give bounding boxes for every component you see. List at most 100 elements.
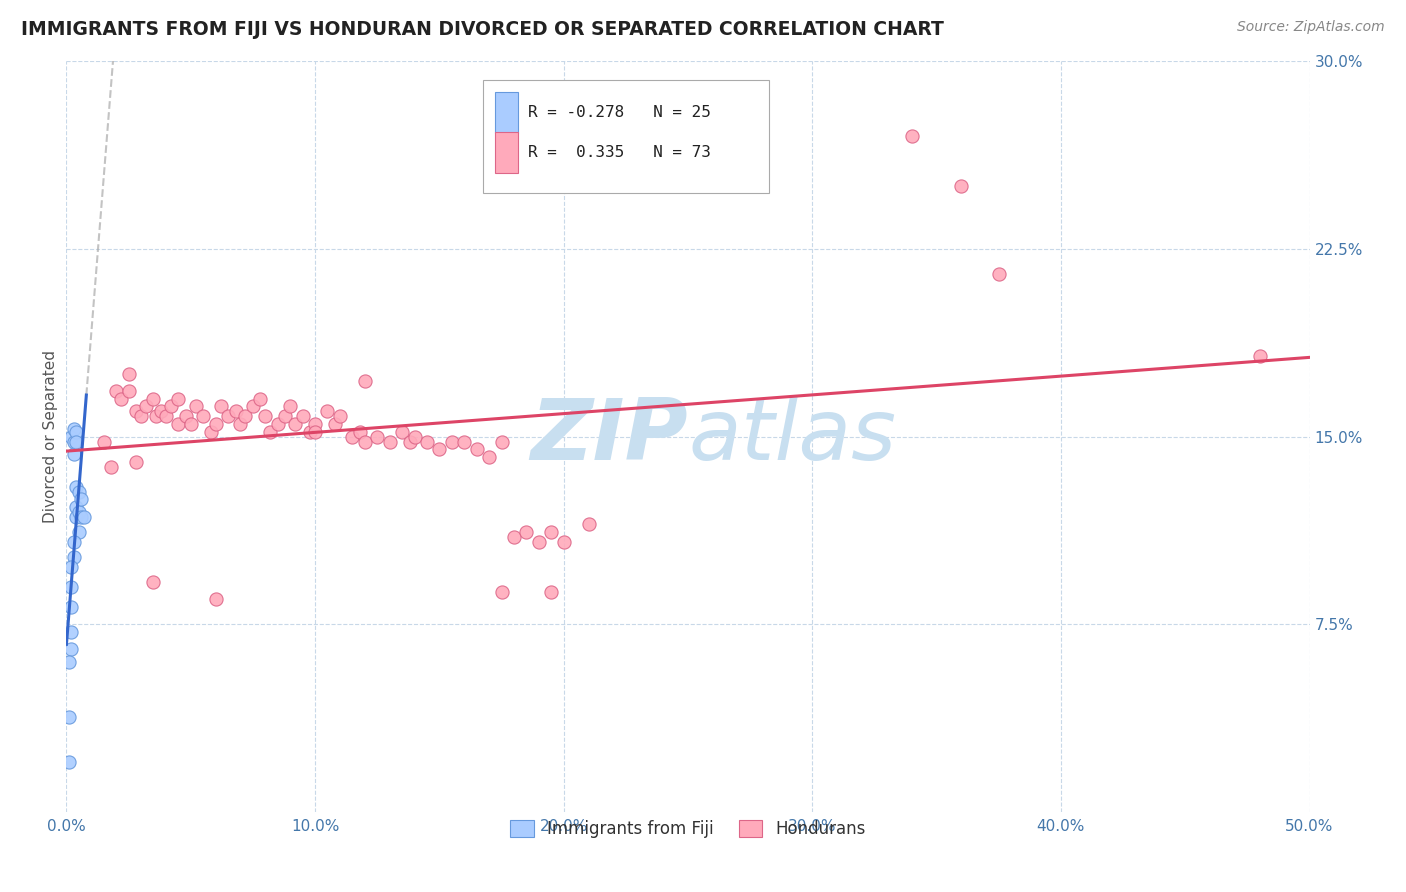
Point bbox=[73, 509, 96, 524]
Point bbox=[299, 425, 322, 439]
Point bbox=[453, 434, 475, 449]
Point bbox=[65, 479, 87, 493]
Point bbox=[900, 129, 922, 144]
Point bbox=[117, 367, 139, 381]
Point bbox=[105, 384, 128, 399]
Point bbox=[553, 534, 575, 549]
Point bbox=[60, 642, 83, 657]
Point bbox=[366, 429, 388, 443]
Point bbox=[540, 524, 562, 539]
Point bbox=[60, 429, 83, 443]
Legend: Immigrants from Fiji, Hondurans: Immigrants from Fiji, Hondurans bbox=[503, 814, 872, 845]
Point bbox=[304, 417, 326, 431]
FancyBboxPatch shape bbox=[482, 80, 769, 193]
Text: R =  0.335   N = 73: R = 0.335 N = 73 bbox=[527, 145, 710, 161]
Point bbox=[491, 434, 513, 449]
Point bbox=[155, 409, 177, 424]
Point bbox=[184, 400, 207, 414]
Point bbox=[160, 400, 183, 414]
Point bbox=[404, 429, 426, 443]
Point bbox=[125, 404, 148, 418]
Point bbox=[204, 417, 226, 431]
Point bbox=[229, 417, 252, 431]
Point bbox=[65, 434, 87, 449]
Text: R = -0.278   N = 25: R = -0.278 N = 25 bbox=[527, 104, 710, 120]
Point bbox=[117, 384, 139, 399]
Point bbox=[70, 509, 93, 524]
Point bbox=[110, 392, 132, 406]
Point bbox=[65, 425, 87, 439]
Point bbox=[63, 549, 86, 564]
Point bbox=[378, 434, 401, 449]
Point bbox=[416, 434, 439, 449]
Point bbox=[174, 409, 197, 424]
Point bbox=[323, 417, 346, 431]
Point bbox=[65, 500, 87, 514]
Point bbox=[284, 417, 307, 431]
Point bbox=[427, 442, 450, 456]
Point bbox=[217, 409, 239, 424]
Point bbox=[503, 530, 526, 544]
Point bbox=[353, 434, 375, 449]
Point bbox=[329, 409, 352, 424]
Point bbox=[58, 755, 80, 769]
Point bbox=[249, 392, 271, 406]
Point bbox=[58, 710, 80, 724]
Text: ZIP: ZIP bbox=[530, 395, 688, 478]
Point bbox=[63, 447, 86, 461]
Point bbox=[291, 409, 314, 424]
Point bbox=[180, 417, 202, 431]
Point bbox=[278, 400, 301, 414]
Point bbox=[267, 417, 290, 431]
Point bbox=[491, 584, 513, 599]
Text: IMMIGRANTS FROM FIJI VS HONDURAN DIVORCED OR SEPARATED CORRELATION CHART: IMMIGRANTS FROM FIJI VS HONDURAN DIVORCE… bbox=[21, 20, 943, 38]
Point bbox=[242, 400, 264, 414]
Point bbox=[145, 409, 167, 424]
Point bbox=[67, 524, 90, 539]
Point bbox=[274, 409, 297, 424]
Point bbox=[540, 584, 562, 599]
Point bbox=[100, 459, 122, 474]
Point bbox=[93, 434, 115, 449]
Point bbox=[193, 409, 215, 424]
Point bbox=[578, 517, 600, 532]
Point bbox=[60, 559, 83, 574]
Point bbox=[125, 454, 148, 468]
Point bbox=[167, 392, 190, 406]
Point bbox=[60, 580, 83, 594]
Text: Source: ZipAtlas.com: Source: ZipAtlas.com bbox=[1237, 20, 1385, 34]
Point bbox=[142, 574, 165, 589]
Point bbox=[67, 505, 90, 519]
Point bbox=[67, 484, 90, 499]
Point bbox=[304, 425, 326, 439]
Point bbox=[63, 422, 86, 436]
Point bbox=[1249, 350, 1271, 364]
Point bbox=[254, 409, 277, 424]
Point bbox=[167, 417, 190, 431]
Point bbox=[259, 425, 281, 439]
Point bbox=[58, 655, 80, 669]
Point bbox=[70, 491, 93, 506]
Point bbox=[142, 392, 165, 406]
Point bbox=[342, 429, 364, 443]
Point bbox=[60, 599, 83, 614]
Point bbox=[65, 509, 87, 524]
Point bbox=[135, 400, 157, 414]
Point bbox=[60, 624, 83, 639]
Point bbox=[950, 179, 973, 194]
Point bbox=[204, 592, 226, 607]
Point bbox=[527, 534, 550, 549]
Point bbox=[63, 534, 86, 549]
Point bbox=[353, 375, 375, 389]
Point bbox=[225, 404, 247, 418]
Point bbox=[349, 425, 371, 439]
Point bbox=[235, 409, 257, 424]
Point bbox=[478, 450, 501, 464]
Point bbox=[129, 409, 152, 424]
FancyBboxPatch shape bbox=[495, 132, 517, 173]
Y-axis label: Divorced or Separated: Divorced or Separated bbox=[44, 350, 58, 523]
FancyBboxPatch shape bbox=[495, 92, 517, 133]
Point bbox=[149, 404, 172, 418]
Point bbox=[209, 400, 232, 414]
Point bbox=[465, 442, 488, 456]
